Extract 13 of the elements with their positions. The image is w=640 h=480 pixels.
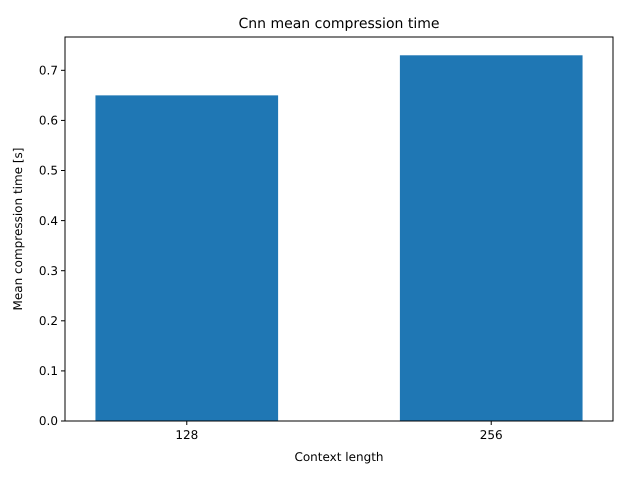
y-axis-title: Mean compression time [s] [11, 148, 25, 310]
y-tick-label: 0.3 [38, 264, 58, 278]
y-tick-label: 0.2 [38, 314, 58, 328]
x-tick-label: 128 [175, 428, 198, 442]
y-tick-label: 0.6 [38, 114, 58, 128]
x-axis-title: Context length [294, 450, 384, 464]
chart-title: Cnn mean compression time [238, 16, 440, 32]
x-tick-label: 256 [480, 428, 503, 442]
y-tick-label: 0.0 [38, 414, 58, 428]
y-tick-label: 0.5 [38, 164, 58, 178]
y-tick-label: 0.1 [38, 364, 58, 378]
y-tick-label: 0.4 [38, 214, 58, 228]
y-tick-label: 0.7 [38, 64, 58, 78]
